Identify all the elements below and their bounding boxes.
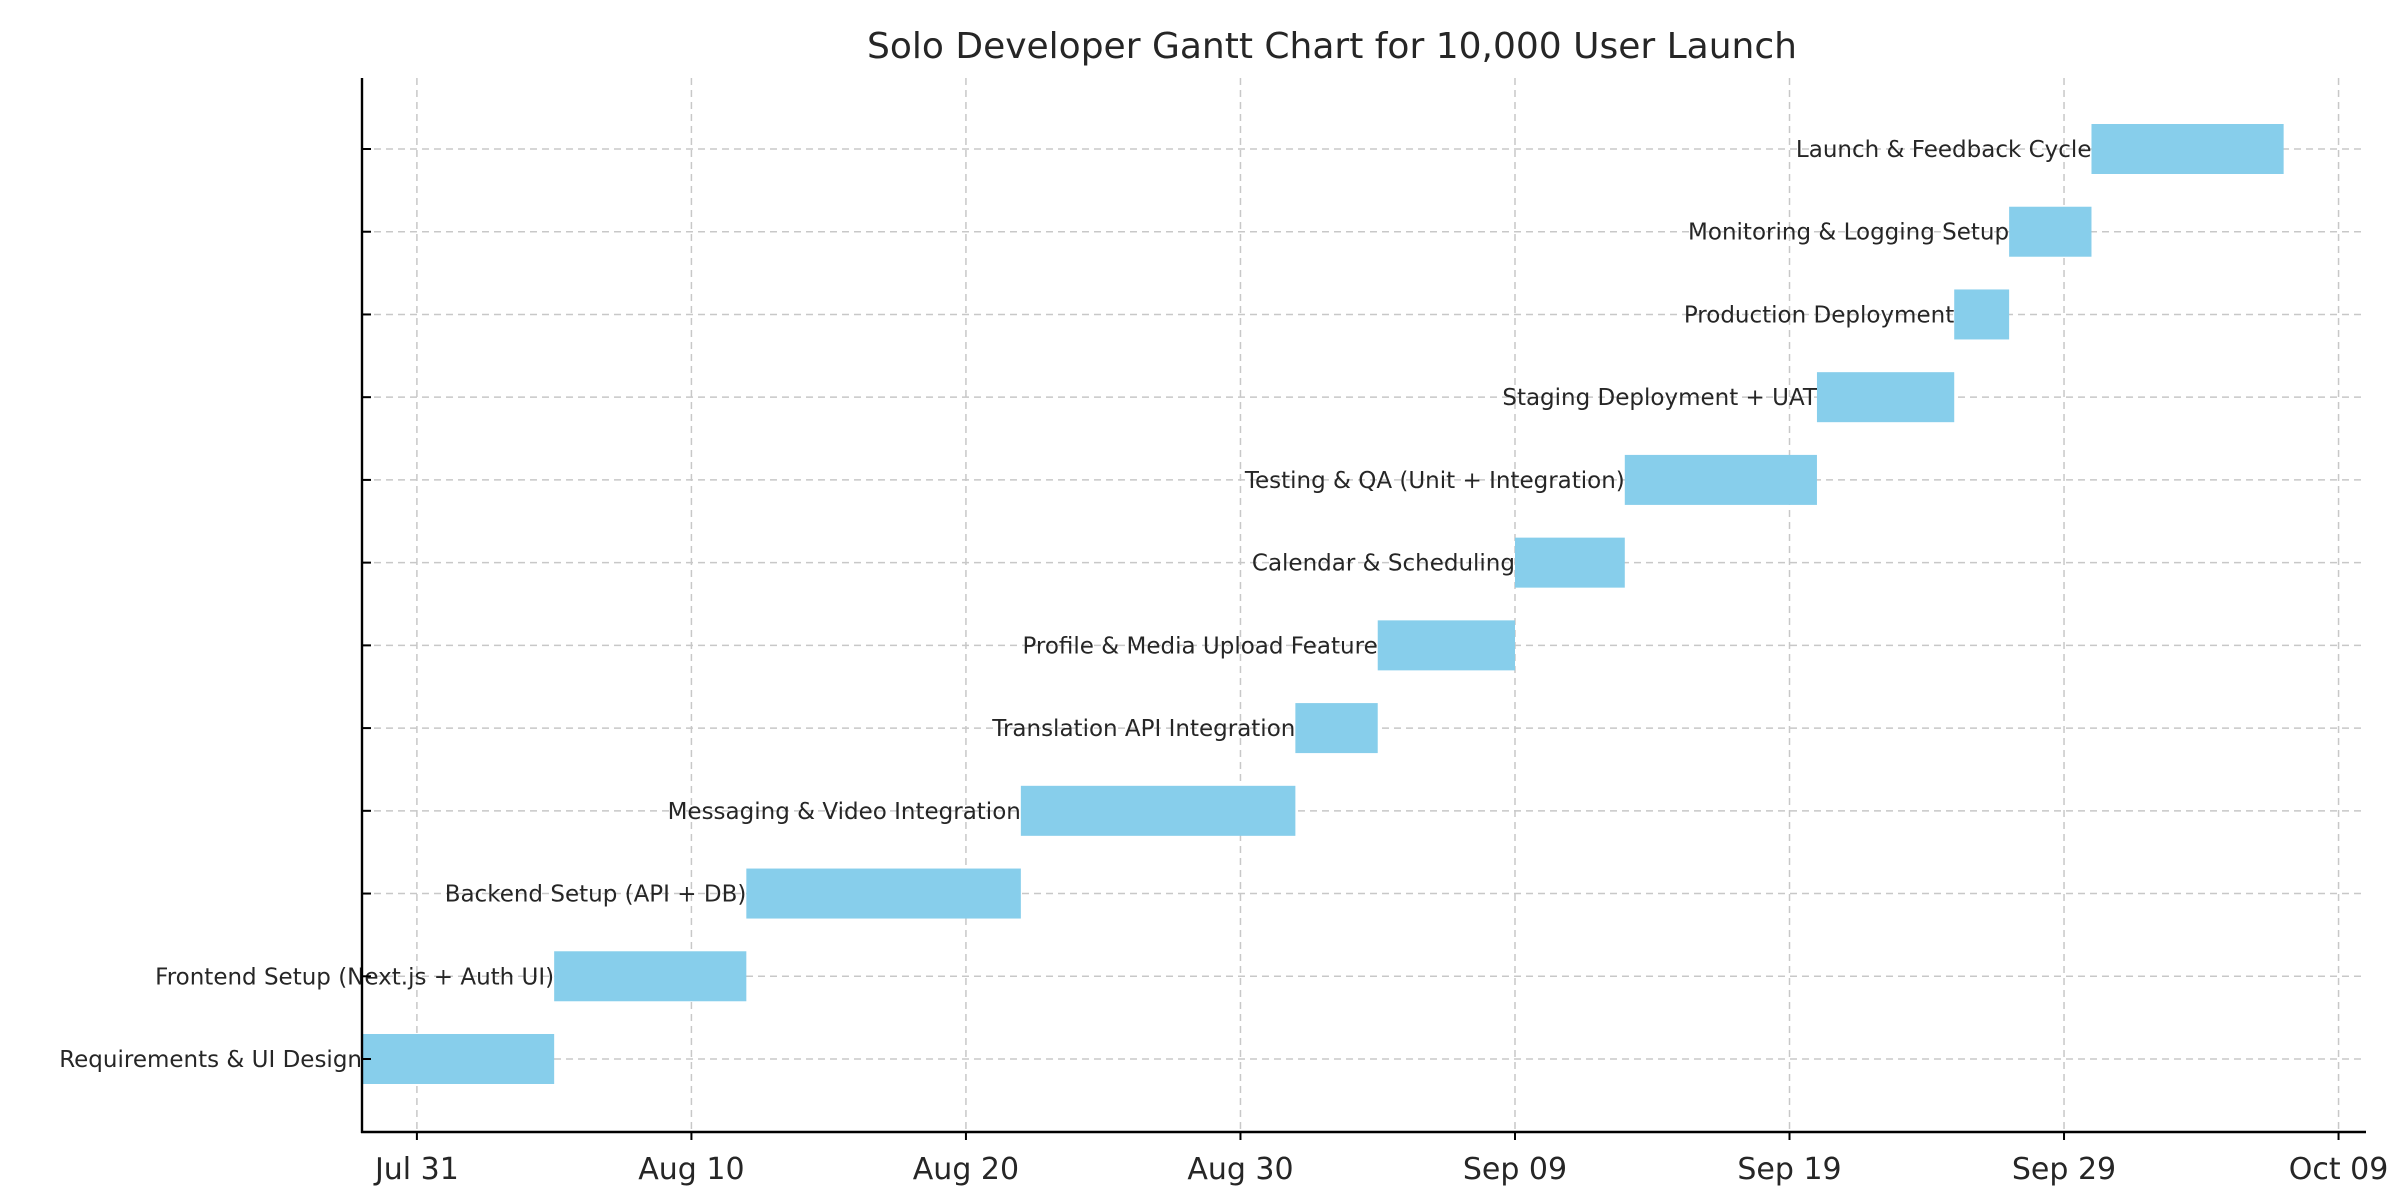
task-bar xyxy=(1954,289,2010,340)
task-label: Staging Deployment + UAT xyxy=(1502,385,1818,411)
task-bar xyxy=(1816,372,1955,423)
task-bar xyxy=(362,1034,555,1084)
task-label-layer: Requirements & UI Design Frontend Setup (… xyxy=(59,137,2091,1073)
task-bar xyxy=(1020,785,1296,836)
x-tick-label: Aug 30 xyxy=(1187,1152,1293,1187)
task-label: Monitoring & Logging Setup xyxy=(1688,220,2009,246)
task-bar xyxy=(2009,206,2092,257)
task-label: Translation API Integration xyxy=(991,716,1295,742)
x-tick-label: Oct 09 xyxy=(2289,1152,2389,1187)
task-label: Production Deployment xyxy=(1684,302,1954,328)
task-bar xyxy=(746,868,1021,919)
task-bar xyxy=(554,951,747,1002)
x-tick-label: Aug 20 xyxy=(913,1152,1019,1187)
x-tick-label: Sep 29 xyxy=(2012,1152,2116,1187)
task-label: Calendar & Scheduling xyxy=(1252,551,1515,577)
bar-layer xyxy=(362,124,2284,1084)
task-bar xyxy=(1295,703,1378,754)
task-label: Profile & Media Upload Feature xyxy=(1022,633,1377,659)
task-label: Frontend Setup (Next.js + Auth UI) xyxy=(155,964,554,990)
task-bar xyxy=(1514,537,1625,588)
task-label: Launch & Feedback Cycle xyxy=(1796,137,2092,163)
task-label: Requirements & UI Design xyxy=(59,1047,362,1073)
x-tick-label: Sep 19 xyxy=(1737,1152,1841,1187)
task-label: Testing & QA (Unit + Integration) xyxy=(1244,468,1625,494)
task-label: Backend Setup (API + DB) xyxy=(445,882,747,908)
chart-title: Solo Developer Gantt Chart for 10,000 Us… xyxy=(867,26,1797,67)
task-bar xyxy=(1624,454,1817,505)
x-tick-label: Sep 09 xyxy=(1463,1152,1567,1187)
x-tick-label: Jul 31 xyxy=(373,1152,459,1187)
axis-layer: Jul 31 Aug 10 Aug 20 Aug 30 Sep 09 Sep 19 Sep … xyxy=(360,78,2389,1187)
task-label: Messaging & Video Integration xyxy=(668,799,1021,825)
x-tick-label: Aug 10 xyxy=(638,1152,744,1187)
task-bar xyxy=(1377,620,1515,671)
task-bar xyxy=(2091,124,2284,174)
